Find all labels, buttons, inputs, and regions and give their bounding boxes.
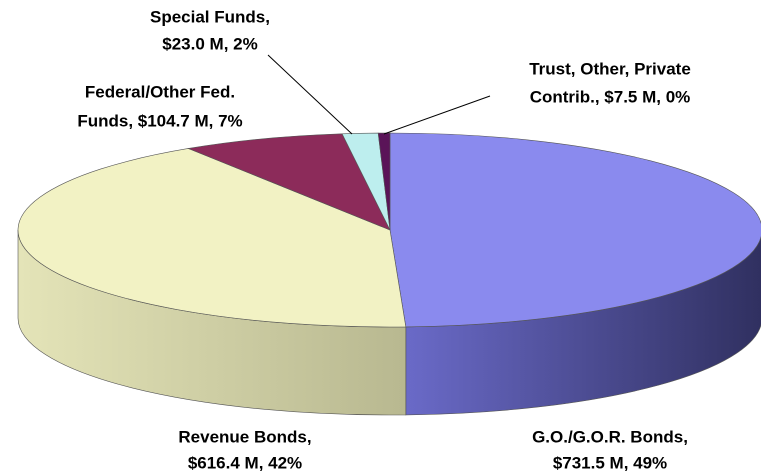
leader-line (267, 54, 353, 135)
labels: G.O./G.O.R. Bonds, $731.5 M, 49% Revenue B… (77, 7, 690, 472)
slice (377, 132, 391, 231)
slice (389, 132, 761, 328)
slice (17, 148, 407, 328)
data-label: G.O./G.O.R. Bonds, (532, 427, 688, 446)
data-label: $616.4 M, 42% (188, 453, 302, 472)
data-label: $23.0 M, 2% (162, 34, 257, 53)
data-label: Trust, Other, Private (529, 59, 691, 78)
data-label: Funds, $104.7 M, 7% (77, 111, 242, 130)
leader-line (383, 95, 491, 135)
slice (187, 133, 391, 231)
data-label: Revenue Bonds, (178, 427, 311, 446)
data-label: Federal/Other Fed. (85, 82, 235, 101)
data-label: $731.5 M, 49% (553, 453, 667, 472)
data-label: Special Funds, (150, 7, 270, 26)
pie (17, 132, 761, 416)
data-label: Contrib., $7.5 M, 0% (530, 87, 691, 106)
